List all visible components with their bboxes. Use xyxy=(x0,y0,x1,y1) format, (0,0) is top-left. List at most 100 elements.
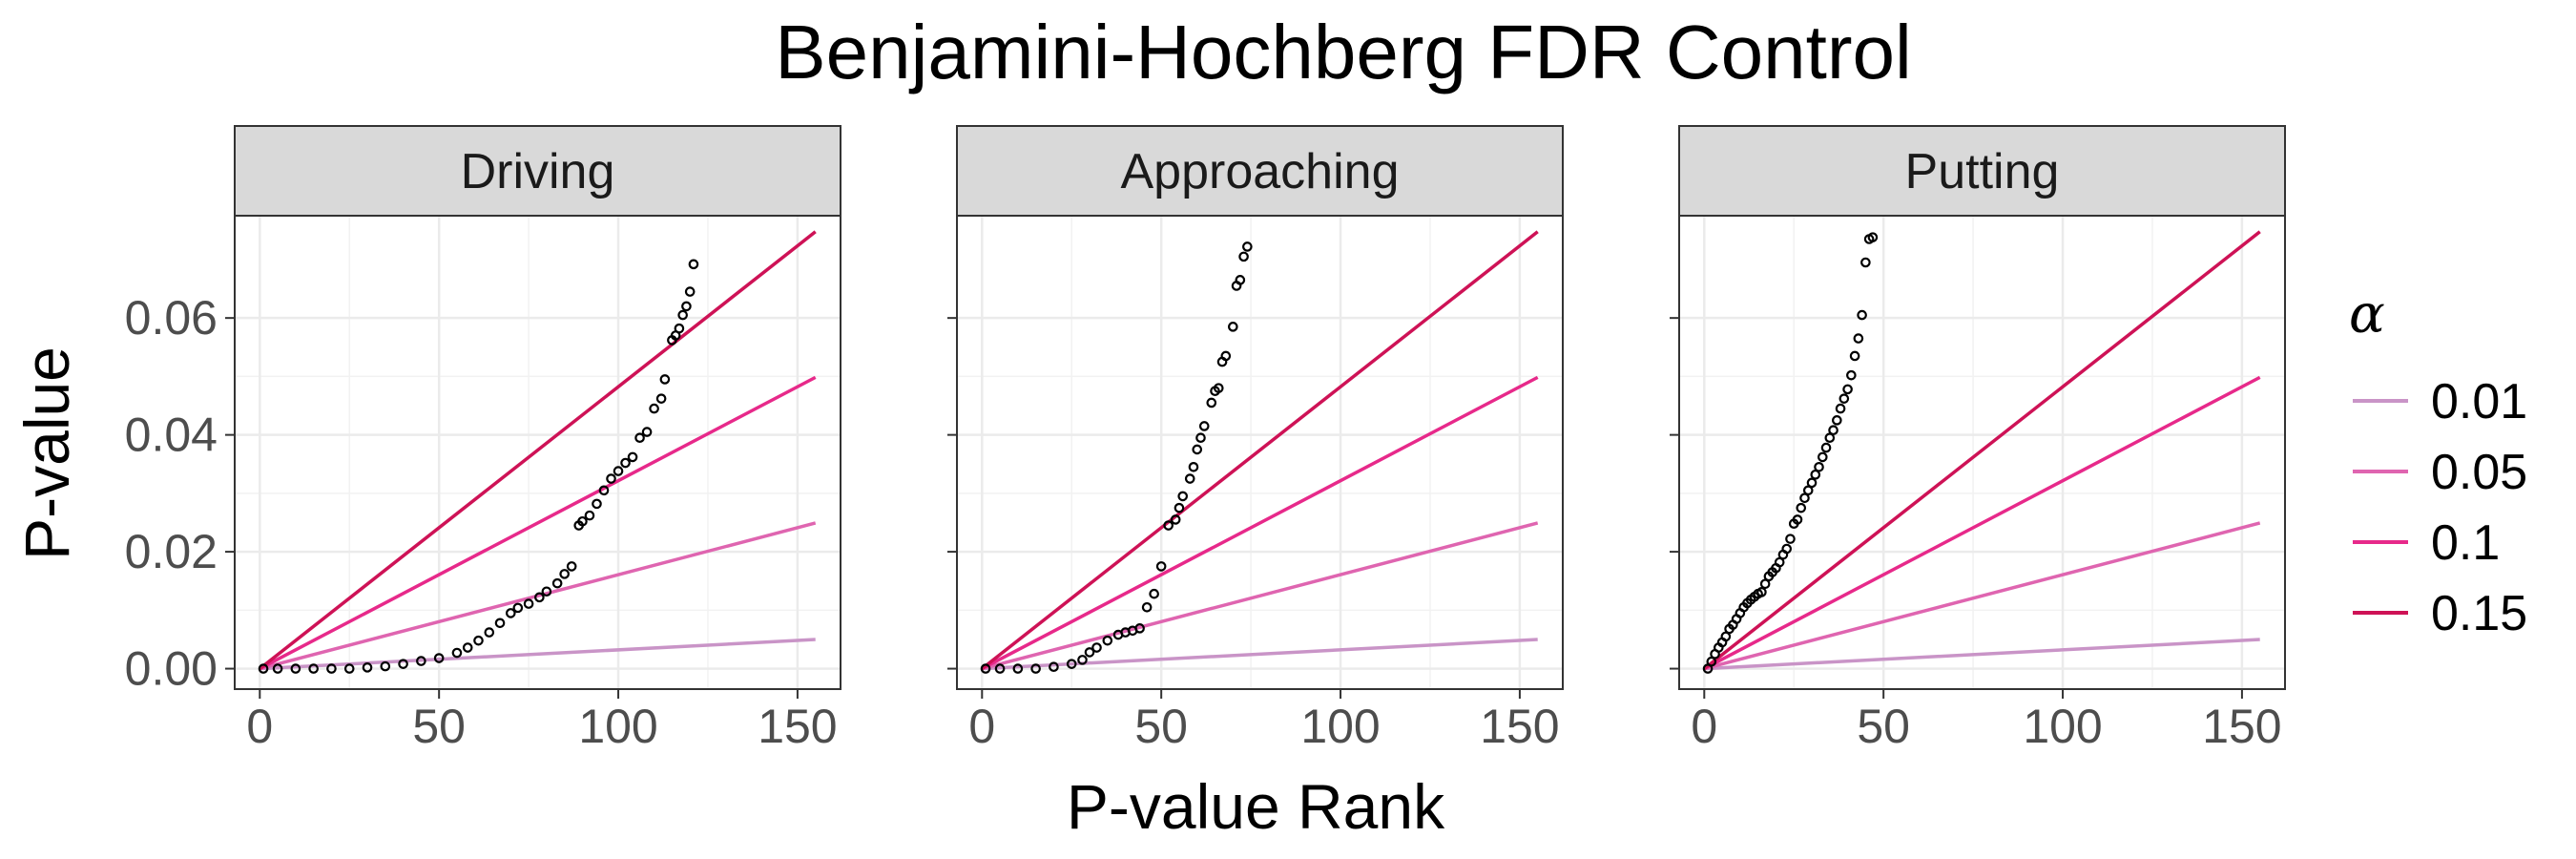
data-point xyxy=(534,592,545,603)
data-point xyxy=(1839,393,1850,404)
data-point xyxy=(512,602,524,614)
data-point xyxy=(1195,432,1206,443)
x-tick-label: 150 xyxy=(2202,700,2281,753)
x-tick-label: 50 xyxy=(412,700,466,753)
data-point xyxy=(1084,647,1095,658)
legend-title: α xyxy=(2349,283,2385,346)
data-point xyxy=(1206,397,1217,409)
data-point xyxy=(308,663,319,674)
facet-strip-label: Approaching xyxy=(1121,144,1400,199)
facet-strip xyxy=(234,125,841,217)
data-point xyxy=(1814,462,1824,472)
data-point xyxy=(641,427,653,437)
data-point xyxy=(1235,275,1246,285)
data-point xyxy=(1817,451,1828,463)
data-point xyxy=(1802,485,1814,496)
data-point xyxy=(677,309,688,321)
bh-threshold-line xyxy=(259,521,817,671)
data-point xyxy=(1860,257,1871,268)
data-point xyxy=(1820,442,1832,453)
data-point xyxy=(1785,534,1796,544)
bh-threshold-line xyxy=(1703,521,2261,671)
y-tick-label: 0.04 xyxy=(125,409,218,462)
y-tick-label: 0.02 xyxy=(125,525,218,578)
data-point xyxy=(1857,309,1867,321)
data-point xyxy=(1781,543,1793,555)
data-point xyxy=(1806,477,1818,489)
y-tick-label: 0.06 xyxy=(125,291,218,345)
facet-strip xyxy=(1678,125,2286,217)
bh-threshold-line xyxy=(981,230,1539,670)
data-point xyxy=(634,432,645,443)
chart-title: Benjamini-Hochberg FDR Control xyxy=(775,10,1912,94)
data-point xyxy=(1049,661,1059,673)
legend-label: 0.1 xyxy=(2431,515,2500,571)
panel-border xyxy=(234,215,841,690)
data-point xyxy=(473,635,484,646)
data-point xyxy=(433,653,445,663)
data-point xyxy=(1842,384,1853,395)
x-tick-label: 0 xyxy=(246,700,273,753)
data-point xyxy=(1759,578,1771,590)
data-point xyxy=(994,663,1006,674)
data-point xyxy=(1184,473,1195,484)
facet-strip-label: Putting xyxy=(1905,144,2060,199)
data-point xyxy=(290,663,301,674)
x-tick-label: 0 xyxy=(968,700,995,753)
data-point xyxy=(1198,421,1210,431)
data-point xyxy=(1706,656,1717,667)
facet-panels: Driving 0 50 100 150 0.00 0.02 0.04 0.06 Approach… xyxy=(125,125,2286,753)
data-point xyxy=(592,498,602,510)
data-point xyxy=(674,323,685,334)
data-point xyxy=(1066,659,1077,669)
data-point xyxy=(1846,369,1857,381)
data-point xyxy=(584,510,595,521)
panel-border xyxy=(1678,215,2286,690)
x-axis-title: P-value Rank xyxy=(1067,771,1445,842)
bh-threshold-line xyxy=(1703,230,2261,670)
data-point xyxy=(649,403,659,414)
data-point xyxy=(1824,432,1836,443)
facet-panel: Driving 0 50 100 150 0.00 0.02 0.04 0.06 xyxy=(125,125,841,753)
data-point xyxy=(1155,561,1167,572)
data-point xyxy=(1853,333,1864,344)
data-point xyxy=(1228,322,1238,332)
data-point xyxy=(688,259,699,270)
data-point xyxy=(1849,350,1860,362)
facet-panel: Putting 0 50 100 150 xyxy=(1670,125,2286,753)
data-point xyxy=(1792,514,1803,525)
data-point xyxy=(559,569,570,579)
legend: α 0.01 0.05 0.1 0.15 xyxy=(2349,283,2527,641)
data-point xyxy=(1796,502,1807,513)
data-point xyxy=(326,663,337,674)
data-point xyxy=(541,586,552,597)
data-point xyxy=(1799,492,1810,504)
data-point xyxy=(1192,444,1203,455)
data-point xyxy=(1149,588,1159,599)
data-point xyxy=(577,515,588,527)
bh-threshold-line xyxy=(981,375,1539,671)
data-point xyxy=(613,466,624,476)
data-point xyxy=(1134,623,1145,634)
data-point xyxy=(551,577,563,589)
data-point xyxy=(343,663,355,674)
data-point xyxy=(598,485,610,496)
data-point xyxy=(1213,383,1224,393)
data-point xyxy=(462,642,473,653)
data-point xyxy=(655,393,667,404)
data-point xyxy=(1012,663,1024,674)
data-point xyxy=(627,451,638,463)
bh-threshold-line xyxy=(259,230,817,670)
data-point xyxy=(1174,502,1185,513)
data-point xyxy=(484,627,495,638)
data-point xyxy=(684,286,696,297)
data-point xyxy=(620,457,631,469)
legend-label: 0.15 xyxy=(2431,586,2527,641)
bh-threshold-line xyxy=(1703,375,2261,671)
legend-label: 0.01 xyxy=(2431,374,2527,430)
data-point xyxy=(272,663,283,674)
data-point xyxy=(1242,241,1253,252)
data-point xyxy=(1188,462,1199,472)
data-point xyxy=(398,659,408,669)
